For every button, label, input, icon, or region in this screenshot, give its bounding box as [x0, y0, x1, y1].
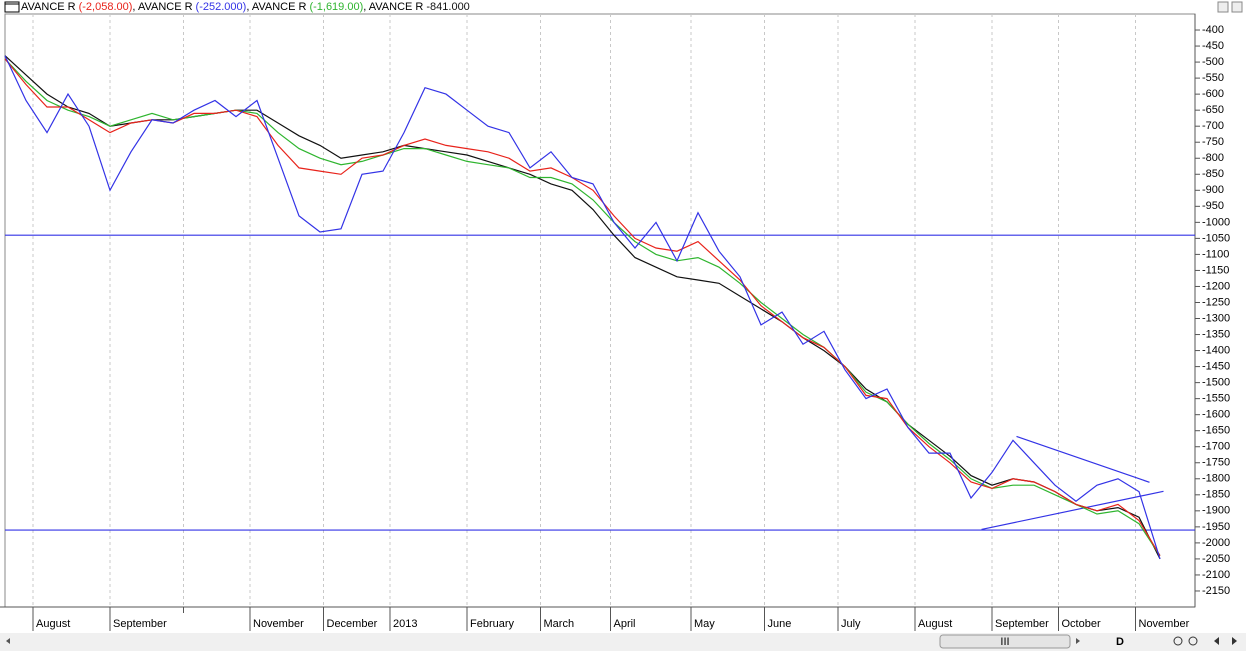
y-tick-label: -2000 — [1202, 537, 1230, 549]
period-button[interactable]: D — [1116, 636, 1124, 648]
legend-name: AVANCE R — [21, 1, 76, 13]
x-tick-label: May — [694, 618, 715, 630]
x-tick-label: August — [36, 618, 70, 630]
x-tick-label: April — [614, 618, 636, 630]
x-tick-label: November — [1139, 618, 1190, 630]
y-tick-label: -1400 — [1202, 344, 1230, 356]
y-tick-label: -2100 — [1202, 569, 1230, 581]
x-tick-label: August — [918, 618, 952, 630]
legend-value: (-2,058.00) — [79, 1, 133, 13]
y-tick-label: -1900 — [1202, 505, 1230, 517]
y-tick-label: -1050 — [1202, 232, 1230, 244]
series-line — [4, 55, 1161, 560]
y-tick-label: -1950 — [1202, 521, 1230, 533]
y-tick-label: -500 — [1202, 56, 1224, 68]
x-tick-label: September — [995, 618, 1049, 630]
close-button[interactable] — [1231, 1, 1243, 13]
y-tick-label: -850 — [1202, 168, 1224, 180]
y-tick-label: -1750 — [1202, 457, 1230, 469]
series-line — [4, 58, 1161, 557]
y-tick-label: -1000 — [1202, 216, 1230, 228]
y-tick-label: -750 — [1202, 136, 1224, 148]
x-tick-label: February — [470, 618, 515, 630]
y-tick-label: -1500 — [1202, 377, 1230, 389]
y-tick-label: -1250 — [1202, 296, 1230, 308]
title-bar — [0, 0, 1246, 14]
y-tick-label: -1300 — [1202, 312, 1230, 324]
y-tick-label: -950 — [1202, 200, 1224, 212]
zoom-out[interactable] — [1173, 636, 1183, 646]
legend-value: (-252.000) — [196, 1, 247, 13]
y-tick-label: -700 — [1202, 120, 1224, 132]
y-tick-label: -450 — [1202, 40, 1224, 52]
x-tick-label: March — [544, 618, 575, 630]
y-tick-label: -2150 — [1202, 585, 1230, 597]
y-tick-label: -1650 — [1202, 425, 1230, 437]
legend-value: (-1,619.00) — [309, 1, 363, 13]
y-tick-label: -650 — [1202, 104, 1224, 116]
trend-line — [1016, 435, 1150, 483]
y-tick-label: -1600 — [1202, 409, 1230, 421]
legend-separator: , — [246, 1, 252, 13]
series-line — [4, 58, 1161, 557]
x-tick-label: June — [768, 618, 792, 630]
y-tick-label: -600 — [1202, 88, 1224, 100]
trend-line — [981, 490, 1164, 531]
legend-separator: , — [132, 1, 138, 13]
legend-name: AVANCE R — [138, 1, 193, 13]
y-tick-label: -1350 — [1202, 328, 1230, 340]
y-tick-label: -400 — [1202, 24, 1224, 36]
legend: AVANCE R (-2,058.00), AVANCE R (-252.000),… — [21, 1, 470, 13]
x-tick-label: July — [841, 618, 861, 630]
legend-name: AVANCE R — [252, 1, 307, 13]
scroll-left[interactable] — [6, 638, 10, 644]
y-tick-label: -1700 — [1202, 441, 1230, 453]
y-tick-label: -1100 — [1202, 248, 1229, 260]
y-tick-label: -900 — [1202, 184, 1224, 196]
window-icon — [4, 1, 20, 13]
legend-name: AVANCE R — [369, 1, 424, 13]
y-tick-label: -550 — [1202, 72, 1224, 84]
restore-button[interactable] — [1217, 1, 1229, 13]
y-tick-label: -2050 — [1202, 553, 1230, 565]
y-tick-label: -1200 — [1202, 280, 1230, 292]
y-tick-label: -1850 — [1202, 489, 1230, 501]
x-tick-label: November — [253, 618, 304, 630]
toolbar — [0, 633, 1246, 651]
legend-separator: , — [363, 1, 369, 13]
y-tick-label: -800 — [1202, 152, 1224, 164]
zoom-in[interactable] — [1188, 636, 1198, 646]
scrollbar-thumb[interactable] — [939, 634, 1071, 649]
x-tick-label: 2013 — [393, 618, 417, 630]
y-tick-label: -1800 — [1202, 473, 1230, 485]
next-button[interactable] — [1232, 637, 1237, 645]
x-tick-label: September — [113, 618, 167, 630]
x-tick-label: October — [1062, 618, 1101, 630]
scroll-grip: III — [1000, 636, 1009, 648]
scroll-right[interactable] — [1076, 638, 1080, 644]
y-tick-label: -1550 — [1202, 393, 1230, 405]
y-tick-label: -1450 — [1202, 361, 1230, 373]
x-tick-label: December — [327, 618, 378, 630]
y-tick-label: -1150 — [1202, 264, 1229, 276]
legend-value: -841.000 — [426, 1, 469, 13]
prev-button[interactable] — [1214, 637, 1219, 645]
